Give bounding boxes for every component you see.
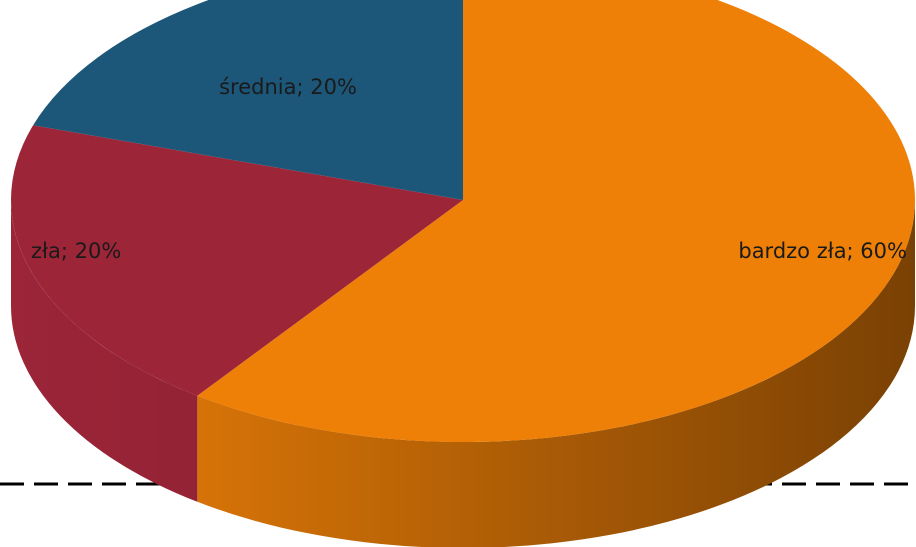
pie-sides	[11, 200, 915, 547]
pie-side-zla	[11, 200, 198, 502]
pie-slice-bardzo-zla	[197, 0, 915, 442]
pie-tops	[10, 0, 915, 442]
pie-slice-srednia	[33, 0, 463, 200]
pie-label-bardzo-zla: bardzo zła; 60%	[738, 239, 907, 263]
pie-slice-zla	[10, 125, 463, 396]
pie-labels: bardzo zła; 60% zła; 20% średnia; 20%	[31, 75, 907, 263]
pie-side-bardzo-zla	[197, 200, 915, 547]
pie-label-srednia: średnia; 20%	[219, 75, 357, 99]
pie-label-zla: zła; 20%	[31, 239, 121, 263]
